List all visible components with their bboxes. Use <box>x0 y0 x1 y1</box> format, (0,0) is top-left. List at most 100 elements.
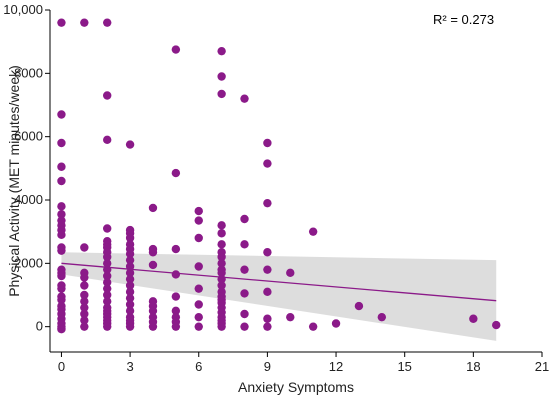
data-point <box>171 244 181 254</box>
data-point <box>240 265 249 274</box>
y-tick-label: 2000 <box>14 255 43 270</box>
data-point <box>263 159 272 168</box>
data-point <box>125 322 135 331</box>
data-point <box>240 240 249 249</box>
data-point <box>103 284 112 293</box>
data-point <box>263 314 272 323</box>
data-point <box>148 306 158 316</box>
x-tick-label: 18 <box>466 359 480 374</box>
data-point <box>331 319 341 328</box>
data-point <box>57 295 66 304</box>
y-tick-label: 10,000 <box>3 2 43 17</box>
data-point <box>125 293 135 303</box>
data-point <box>194 284 203 293</box>
data-point <box>125 249 135 259</box>
data-point <box>57 210 66 219</box>
data-point <box>80 316 89 325</box>
data-point <box>217 252 226 262</box>
data-point <box>57 230 66 240</box>
r-squared-annotation: R² = 0.273 <box>433 12 494 27</box>
data-point <box>171 45 181 54</box>
data-point <box>492 320 501 330</box>
data-point <box>80 290 89 300</box>
data-point <box>469 314 478 323</box>
data-point <box>103 135 112 145</box>
y-tick-label: 4000 <box>14 192 43 207</box>
data-point <box>57 284 66 293</box>
data-point <box>194 233 203 243</box>
data-point <box>57 162 66 171</box>
x-tick-label: 3 <box>126 359 133 374</box>
data-point <box>125 255 135 265</box>
x-tick-label: 21 <box>535 359 549 374</box>
data-point <box>125 233 135 243</box>
data-point <box>103 322 112 331</box>
data-point <box>125 300 135 309</box>
data-point <box>217 72 226 81</box>
data-point <box>263 248 272 257</box>
data-point <box>103 271 112 281</box>
data-point <box>57 271 66 281</box>
data-point <box>217 322 226 331</box>
data-point <box>194 262 203 271</box>
data-point <box>80 273 89 282</box>
data-point <box>240 309 249 319</box>
data-point <box>80 322 89 331</box>
data-point <box>80 309 89 319</box>
fit-line <box>61 262 497 302</box>
data-point <box>263 198 272 208</box>
data-point <box>80 281 89 290</box>
data-point <box>125 274 135 284</box>
data-point <box>171 168 181 178</box>
x-axis-title: Anxiety Symptoms <box>238 379 354 395</box>
data-point <box>263 287 272 297</box>
data-point <box>217 221 226 230</box>
data-point <box>217 268 226 278</box>
data-point <box>171 306 181 316</box>
confidence-band <box>61 252 497 341</box>
data-point <box>194 300 203 309</box>
y-tick-label: 8000 <box>14 65 43 80</box>
data-point <box>103 224 112 233</box>
data-point <box>308 227 318 236</box>
data-point <box>57 325 66 334</box>
data-point <box>125 268 135 278</box>
data-point <box>103 252 112 262</box>
data-point <box>125 281 135 290</box>
data-point <box>57 18 66 27</box>
fit-line-layer <box>61 262 497 302</box>
data-point <box>354 301 364 311</box>
data-point <box>240 214 249 224</box>
x-tick-label: 9 <box>264 359 271 374</box>
data-point <box>194 312 203 322</box>
data-point <box>263 322 272 331</box>
data-point <box>148 260 158 270</box>
data-point <box>57 202 66 211</box>
data-point <box>286 312 295 322</box>
data-point <box>103 278 112 287</box>
data-point <box>217 259 226 268</box>
data-point <box>103 91 112 100</box>
data-point <box>217 229 226 238</box>
data-point <box>171 292 181 301</box>
data-point <box>240 322 249 331</box>
y-axis-title: Physical Activity (MET minutes/week) <box>6 65 22 297</box>
data-point <box>240 94 249 103</box>
data-point <box>57 110 66 119</box>
data-point <box>125 140 135 149</box>
data-point <box>217 281 226 290</box>
data-point <box>57 138 66 148</box>
data-point <box>217 240 226 249</box>
data-point <box>263 138 272 148</box>
data-point <box>377 312 387 322</box>
data-point <box>80 303 89 312</box>
data-point <box>194 206 203 216</box>
data-point <box>171 322 181 331</box>
data-point <box>148 248 158 257</box>
x-tick-label: 15 <box>397 359 411 374</box>
data-point <box>80 297 89 306</box>
ticks-layer: 0 3 6 9 12 15 18 21 0 2000 4000 6000 8000 10,000 <box>3 2 549 374</box>
data-point <box>286 268 295 278</box>
data-point <box>103 18 112 27</box>
